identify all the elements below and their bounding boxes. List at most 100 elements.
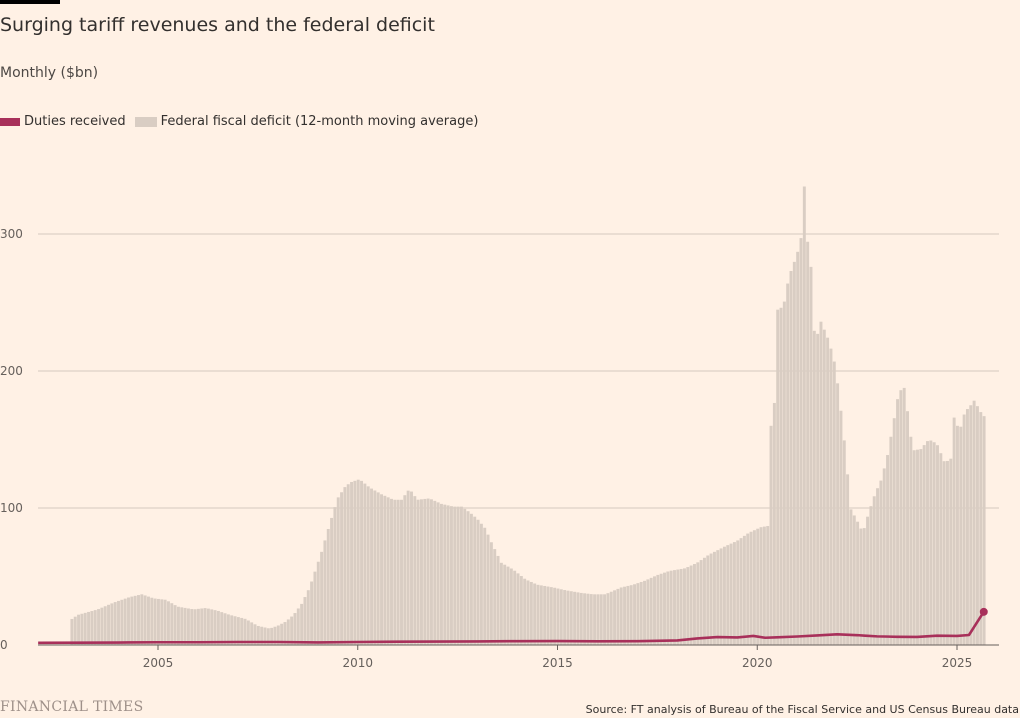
- deficit-bar: [180, 607, 184, 645]
- y-tick-label: 0: [0, 638, 8, 652]
- deficit-bar: [926, 441, 929, 645]
- deficit-bar: [153, 598, 157, 645]
- deficit-bar: [742, 535, 746, 645]
- deficit-bar: [762, 526, 766, 645]
- deficit-bar: [236, 617, 240, 645]
- deficit-bar: [646, 579, 650, 645]
- deficit-bar: [190, 609, 194, 645]
- deficit-bar: [719, 548, 723, 645]
- deficit-bar: [536, 584, 540, 645]
- deficit-bar: [383, 495, 387, 645]
- deficit-bar: [839, 410, 843, 645]
- deficit-bar: [370, 488, 373, 645]
- deficit-bar: [886, 455, 890, 645]
- deficit-bar: [553, 587, 557, 645]
- deficit-bar: [916, 449, 919, 645]
- duties-line: [38, 611, 985, 645]
- deficit-bar: [483, 527, 487, 645]
- deficit-bar: [436, 502, 440, 645]
- deficit-bar: [233, 616, 237, 645]
- deficit-bar: [869, 506, 873, 645]
- x-tick-label: 2005: [143, 656, 174, 670]
- deficit-bar: [300, 603, 304, 645]
- deficit-bar: [413, 496, 417, 645]
- deficit-bar: [856, 521, 860, 645]
- deficit-bar: [832, 361, 836, 645]
- deficit-bar: [965, 409, 969, 645]
- deficit-bar: [206, 608, 210, 645]
- legend-item-deficit: Federal fiscal deficit (12-month moving …: [134, 114, 478, 129]
- deficit-bar: [266, 628, 270, 645]
- deficit-bar: [163, 599, 167, 645]
- deficit-bar: [486, 534, 490, 645]
- deficit-bar: [463, 508, 467, 645]
- deficit-bar: [589, 594, 593, 645]
- deficit-bar: [100, 607, 104, 645]
- deficit-bars: [70, 186, 986, 646]
- deficit-bar: [539, 585, 543, 645]
- deficit-bar: [323, 540, 327, 645]
- deficit-bar: [653, 576, 656, 645]
- deficit-bar: [183, 607, 187, 645]
- deficit-bar: [286, 619, 290, 645]
- deficit-bar: [336, 497, 340, 645]
- deficit-bar: [240, 617, 244, 645]
- deficit-bar: [872, 496, 876, 645]
- deficit-bar: [929, 440, 933, 645]
- x-tick-label: 2020: [742, 656, 773, 670]
- deficit-bar: [939, 453, 943, 645]
- deficit-bar: [416, 499, 420, 645]
- deficit-bar: [842, 440, 846, 645]
- deficit-bar: [862, 528, 866, 645]
- deficit-bar: [226, 614, 230, 645]
- deficit-bar: [816, 333, 820, 645]
- deficit-bar: [429, 499, 433, 645]
- deficit-bar: [77, 614, 81, 645]
- deficit-bar: [350, 481, 354, 645]
- deficit-bar: [876, 488, 880, 645]
- deficit-bar: [83, 612, 87, 645]
- deficit-bar: [479, 523, 483, 645]
- deficit-bar: [400, 499, 403, 645]
- deficit-bar: [506, 566, 510, 645]
- deficit-bar: [130, 596, 134, 645]
- deficit-bar: [722, 546, 726, 645]
- deficit-bar: [449, 506, 453, 645]
- deficit-bar: [250, 622, 254, 645]
- deficit-bar: [979, 412, 983, 645]
- deficit-bar: [439, 503, 443, 645]
- deficit-bar: [423, 498, 427, 645]
- deficit-bar: [932, 442, 936, 645]
- deficit-bar: [70, 618, 74, 645]
- duties-end-marker: [979, 607, 988, 616]
- source-note: Source: FT analysis of Bureau of the Fis…: [585, 703, 1019, 716]
- deficit-bar: [866, 516, 870, 645]
- deficit-bar: [626, 585, 630, 645]
- deficit-bar: [649, 577, 653, 645]
- deficit-bar: [563, 590, 567, 645]
- deficit-bar: [819, 321, 823, 645]
- deficit-bar: [97, 609, 101, 645]
- deficit-bar: [882, 468, 886, 645]
- deficit-bar: [117, 600, 120, 645]
- deficit-bar: [596, 594, 600, 645]
- deficit-bar: [613, 590, 617, 645]
- deficit-bar: [386, 497, 390, 645]
- deficit-bar: [749, 531, 753, 645]
- deficit-bar: [712, 551, 716, 645]
- deficit-bar: [806, 241, 810, 645]
- deficit-bar: [559, 589, 563, 645]
- deficit-bar: [669, 570, 673, 645]
- legend-swatch-duties: [0, 117, 20, 126]
- deficit-bar: [133, 595, 137, 645]
- deficit-bar: [446, 505, 450, 645]
- x-tick-label: 2010: [342, 656, 373, 670]
- deficit-bar: [343, 487, 347, 645]
- deficit-bar: [729, 543, 733, 645]
- deficit-bar: [959, 426, 963, 645]
- chart-title: Surging tariff revenues and the federal …: [0, 14, 435, 36]
- deficit-bar: [316, 561, 320, 645]
- deficit-bar: [789, 270, 793, 645]
- deficit-bar: [499, 562, 503, 645]
